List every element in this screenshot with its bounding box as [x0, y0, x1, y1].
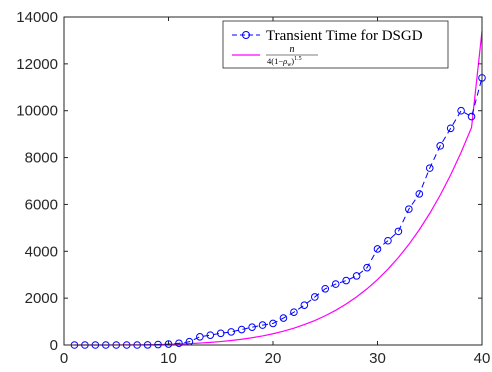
- data-point-dsgd: [227, 328, 235, 336]
- data-point-dsgd: [363, 263, 371, 272]
- x-tick-label: 0: [60, 350, 68, 367]
- y-tick-label: 4000: [25, 243, 58, 260]
- legend-denominator: 4(1−ρw)1.5: [267, 56, 302, 68]
- data-point-dsgd: [331, 280, 340, 288]
- data-point-dsgd: [237, 325, 246, 334]
- y-tick-label: 6000: [25, 196, 58, 213]
- data-point-dsgd: [248, 323, 256, 331]
- data-point-dsgd: [279, 314, 288, 322]
- data-point-dsgd: [216, 329, 225, 338]
- legend: Transient Time for DSGD n 4(1−ρw)1.5: [222, 20, 449, 69]
- data-point-dsgd: [269, 319, 277, 328]
- data-point-dsgd: [300, 301, 309, 309]
- series-line-dsgd: [74, 77, 483, 346]
- plot-area: [64, 17, 482, 345]
- data-point-dsgd: [311, 293, 319, 301]
- y-tick-label: 8000: [25, 150, 58, 167]
- data-point-dsgd: [373, 245, 382, 253]
- data-point-dsgd: [175, 339, 183, 348]
- x-tick-label: 10: [160, 350, 177, 367]
- x-tick-label: 30: [369, 350, 386, 367]
- axes-ticks: 0 10 20 30 40 0 2000 4000 6000 8000 10000 12000 1400…: [16, 9, 490, 367]
- x-tick-label: 40: [474, 350, 491, 367]
- data-point-dsgd: [394, 227, 403, 236]
- y-tick-label: 2000: [25, 290, 58, 307]
- data-point-dsgd: [415, 190, 424, 198]
- data-point-dsgd: [290, 308, 298, 317]
- legend-marker-dsgd: [242, 31, 250, 39]
- legend-numerator: n: [290, 44, 295, 55]
- x-tick-label: 20: [265, 350, 282, 367]
- data-point-dsgd: [446, 124, 455, 133]
- y-tick-label: 0: [50, 337, 58, 354]
- data-point-dsgd: [467, 112, 476, 121]
- data-point-dsgd: [405, 205, 413, 213]
- data-point-dsgd: [457, 106, 465, 115]
- data-point-dsgd: [342, 276, 350, 285]
- data-point-dsgd: [258, 321, 267, 329]
- data-point-dsgd: [206, 331, 215, 339]
- legend-box: [222, 20, 449, 69]
- y-tick-label: 14000: [16, 9, 58, 26]
- data-point-dsgd: [425, 164, 434, 172]
- legend-label-dsgd: Transient Time for DSGD: [266, 28, 423, 44]
- data-point-dsgd: [384, 236, 392, 245]
- data-point-dsgd: [164, 340, 173, 348]
- data-point-dsgd: [352, 272, 361, 280]
- data-point-dsgd: [321, 284, 330, 293]
- data-point-dsgd: [436, 142, 445, 150]
- data-point-dsgd: [196, 333, 204, 341]
- y-tick-label: 12000: [16, 56, 58, 73]
- y-tick-label: 10000: [16, 103, 58, 120]
